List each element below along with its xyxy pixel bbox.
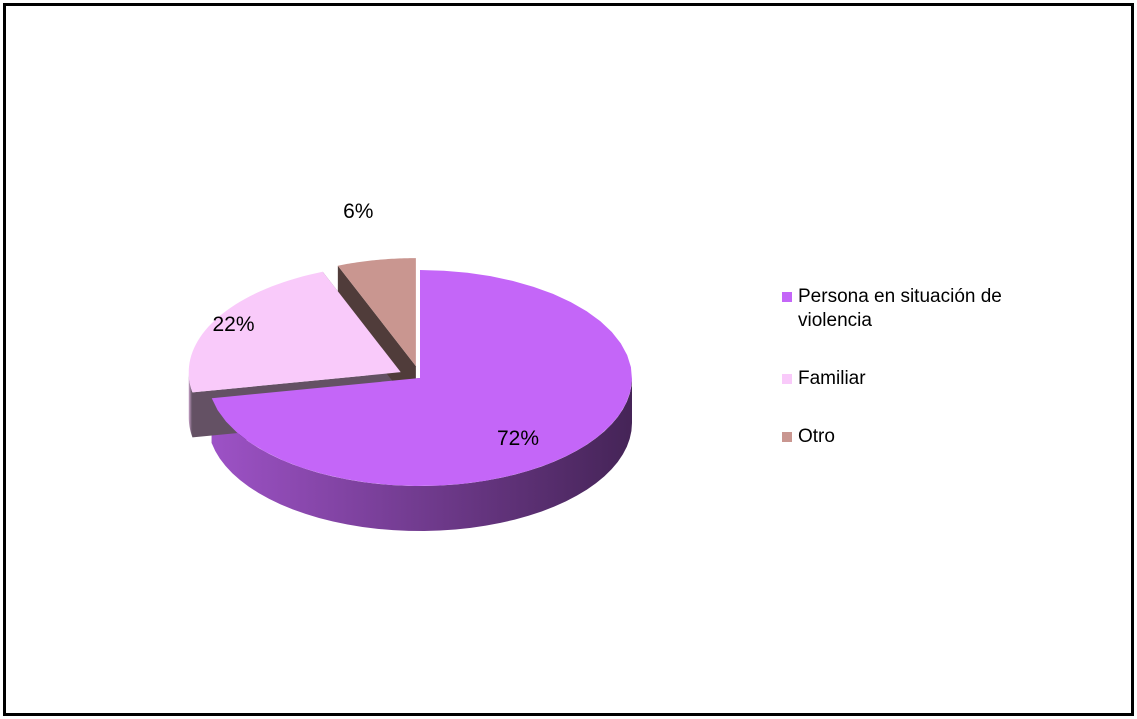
chart-frame xyxy=(3,3,1134,716)
legend-item: Otro xyxy=(780,425,1080,449)
legend-swatch xyxy=(782,432,792,442)
legend-label: Familiar xyxy=(798,368,866,389)
slice xyxy=(337,258,416,367)
legend-item: Persona en situación de violencia xyxy=(780,285,1080,333)
slice xyxy=(188,271,401,393)
slice-side xyxy=(211,378,632,531)
slice-side xyxy=(188,372,193,438)
slice xyxy=(211,270,632,486)
legend-swatch xyxy=(782,292,792,302)
legend-label: Persona en situación de violencia xyxy=(798,286,1002,331)
legend: Persona en situación de violencia Familia… xyxy=(780,285,1080,483)
legend-label: Otro xyxy=(798,426,835,447)
legend-item: Familiar xyxy=(780,367,1080,391)
slice-side xyxy=(337,265,416,412)
legend-swatch xyxy=(782,374,792,384)
data-label: 72% xyxy=(497,427,539,450)
data-label: 6% xyxy=(343,200,373,223)
data-label: 22% xyxy=(213,313,255,336)
